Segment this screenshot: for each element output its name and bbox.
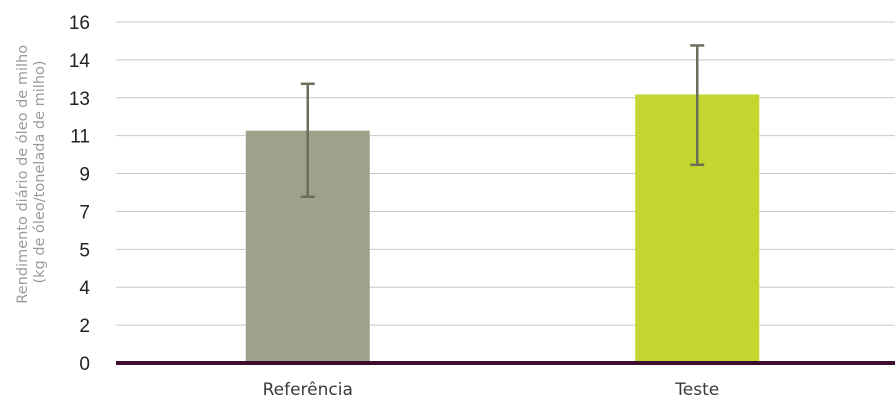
x-category-label: Referência (263, 380, 353, 400)
y-tick-label: 7 (79, 202, 90, 223)
y-tick-label: 0 (79, 354, 90, 375)
y-tick-label: 5 (79, 240, 90, 261)
y-tick-label: 13 (69, 89, 90, 110)
y-tick-label: 16 (69, 13, 90, 34)
y-axis-label-line-1: Rendimento diário de óleo de milho (15, 45, 31, 304)
y-axis-label-line-2: (kg de óleo/tonelada de milho) (32, 60, 48, 283)
y-tick-label: 2 (79, 316, 90, 337)
y-tick-label: 9 (79, 165, 90, 186)
y-tick-labels: 16 14 13 11 9 7 5 4 2 0 (69, 13, 91, 375)
y-tick-label: 14 (69, 51, 91, 72)
y-tick-label: 11 (70, 127, 90, 148)
error-bars (300, 44, 705, 199)
y-axis-label: Rendimento diário de óleo de milho (kg d… (15, 40, 48, 303)
x-category-label: Teste (674, 380, 719, 400)
grid-lines (116, 21, 895, 326)
bars (245, 94, 760, 364)
x-category-labels: Referência Teste (263, 380, 720, 400)
y-tick-label: 4 (79, 278, 90, 299)
